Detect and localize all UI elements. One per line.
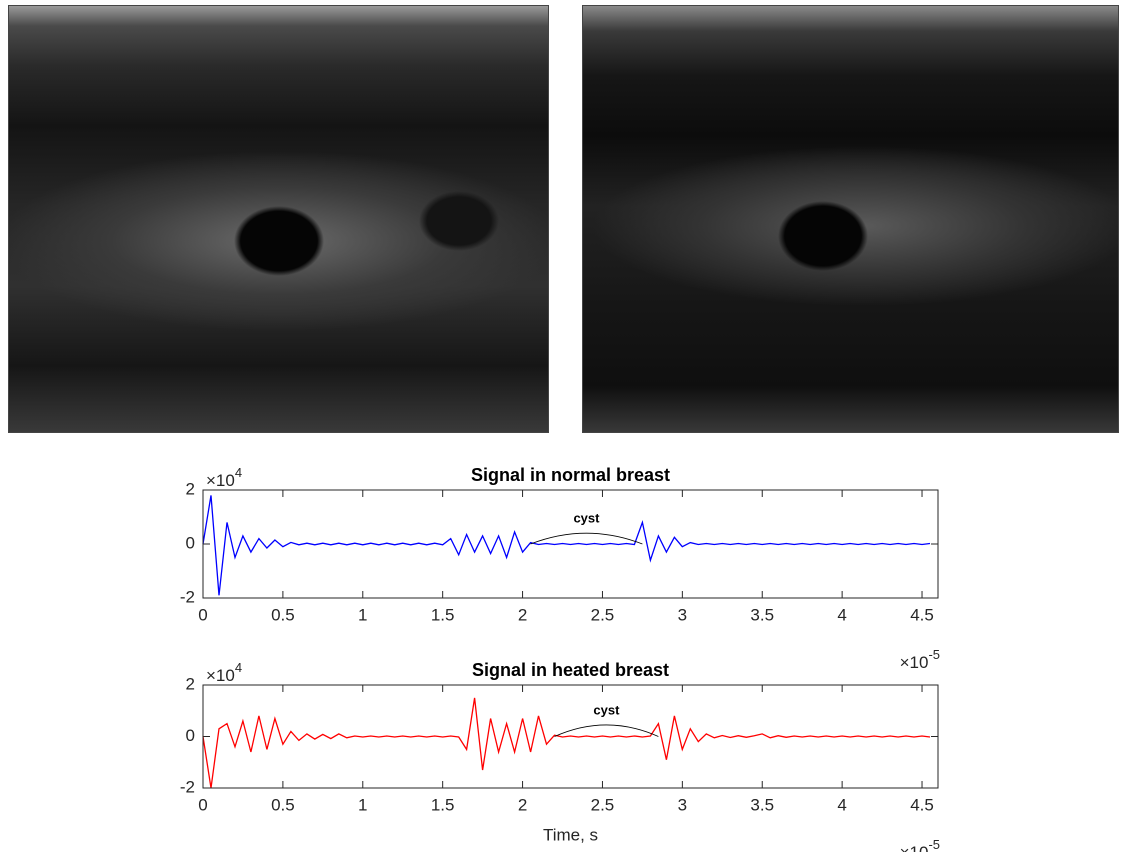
x-tick-label: 4.5: [910, 795, 934, 814]
signal-line: [202, 697, 931, 789]
ultrasound-image: [8, 5, 549, 433]
annotation-arc: [530, 532, 643, 545]
multiplier-exponent: -5: [928, 837, 940, 852]
y-tick-label: 0: [186, 533, 195, 552]
y-multiplier: ×104: [206, 465, 242, 490]
axes-box: [202, 684, 939, 789]
annotation-arc: [554, 724, 659, 737]
y-tick-label: -2: [180, 587, 195, 606]
y-tick-label: 2: [186, 479, 195, 498]
annotation-text: cyst: [593, 702, 620, 717]
signal-line: [202, 495, 931, 596]
axes-box: [202, 489, 939, 599]
y-tick-label: -2: [180, 777, 195, 796]
x-tick-label: 1.5: [431, 795, 455, 814]
x-tick-label: 3.5: [750, 795, 774, 814]
x-tick-label: 2.5: [591, 605, 615, 624]
ultrasound-image: [582, 5, 1119, 433]
multiplier-base: ×10: [206, 471, 235, 490]
x-tick-label: 2.5: [591, 795, 615, 814]
x-tick-label: 2: [518, 795, 527, 814]
x-tick-label: 4: [837, 795, 846, 814]
x-tick-label: 4.5: [910, 605, 934, 624]
x-tick-label: 4: [837, 605, 846, 624]
multiplier-base: ×10: [206, 666, 235, 685]
chart-title: Signal in normal breast: [471, 465, 670, 485]
multiplier-exponent: 4: [235, 465, 242, 480]
x-tick-label: 1: [358, 795, 367, 814]
annotation-text: cyst: [573, 511, 600, 526]
x-tick-label: 0: [198, 605, 207, 624]
x-multiplier: ×10-5: [900, 647, 940, 672]
y-tick-label: 2: [186, 674, 195, 693]
multiplier-exponent: -5: [928, 647, 940, 662]
x-tick-label: 1: [358, 605, 367, 624]
x-tick-label: 0.5: [271, 795, 295, 814]
y-multiplier: ×104: [206, 660, 242, 685]
multiplier-exponent: 4: [235, 660, 242, 675]
multiplier-base: ×10: [900, 653, 929, 672]
x-tick-label: 3: [678, 795, 687, 814]
y-tick-label: 0: [186, 726, 195, 745]
x-tick-label: 0.5: [271, 605, 295, 624]
x-tick-label: 3: [678, 605, 687, 624]
x-tick-label: 2: [518, 605, 527, 624]
chart-title: Signal in heated breast: [472, 660, 669, 680]
x-tick-label: 0: [198, 795, 207, 814]
x-tick-label: 3.5: [750, 605, 774, 624]
multiplier-base: ×10: [900, 843, 929, 852]
x-multiplier: ×10-5: [900, 837, 940, 852]
x-axis-label: Time, s: [543, 825, 598, 844]
x-tick-label: 1.5: [431, 605, 455, 624]
